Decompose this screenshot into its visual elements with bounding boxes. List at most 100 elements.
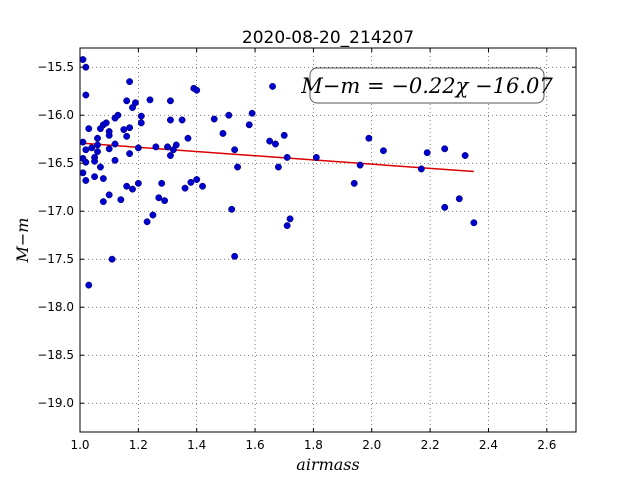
data-point — [79, 169, 87, 177]
x-tick-label: 1.8 — [304, 438, 323, 452]
data-point — [79, 138, 87, 146]
data-point — [143, 218, 151, 226]
data-point — [82, 91, 90, 99]
data-point — [111, 140, 119, 148]
data-point — [266, 137, 274, 145]
data-point — [114, 111, 122, 119]
data-point — [210, 115, 218, 123]
data-point — [155, 194, 163, 202]
data-point — [283, 153, 291, 161]
data-point — [137, 119, 145, 127]
y-tick-label: −17.5 — [37, 252, 74, 266]
data-point — [126, 150, 134, 158]
data-point — [166, 97, 174, 105]
data-point — [82, 177, 90, 184]
data-point — [181, 184, 189, 192]
fit-equation-text: M−m = −0.22χ −16.07 — [300, 74, 553, 98]
data-point — [137, 112, 145, 120]
x-tick-label: 1.0 — [70, 438, 89, 452]
data-point — [123, 97, 131, 105]
data-point — [94, 134, 101, 142]
data-point — [312, 153, 320, 161]
x-tick-label: 2.6 — [537, 438, 556, 452]
data-point — [91, 157, 99, 165]
data-point — [350, 179, 358, 187]
data-point — [248, 109, 256, 117]
data-point — [455, 195, 463, 203]
y-tick-label: −16.5 — [37, 156, 74, 170]
data-point — [99, 198, 107, 206]
data-point — [280, 131, 288, 139]
data-point — [269, 82, 277, 90]
data-point — [91, 173, 99, 181]
plot-frame — [79, 47, 577, 433]
x-tick-label: 1.6 — [246, 438, 265, 452]
data-point — [105, 131, 113, 139]
data-point — [120, 126, 128, 134]
data-point — [146, 96, 154, 104]
data-point — [245, 121, 253, 129]
data-point — [134, 179, 142, 187]
data-point — [161, 197, 169, 205]
data-point — [234, 163, 242, 171]
data-point — [94, 148, 101, 156]
data-point — [286, 215, 294, 223]
data-point — [123, 132, 131, 140]
data-point — [184, 134, 192, 142]
data-point — [461, 152, 469, 159]
data-point — [225, 111, 233, 119]
data-point — [94, 141, 101, 149]
data-point — [193, 176, 201, 183]
data-point — [441, 145, 449, 153]
data-point — [356, 161, 364, 169]
y-tick-label: −16.0 — [37, 108, 74, 122]
data-point — [126, 124, 134, 132]
y-tick-label: −17.0 — [37, 204, 74, 218]
data-point — [129, 185, 136, 193]
data-point — [178, 116, 186, 124]
data-point — [172, 141, 180, 149]
data-point — [96, 163, 104, 171]
data-point — [365, 134, 373, 142]
data-point — [470, 219, 478, 227]
data-point — [228, 205, 236, 213]
y-tick-label: −18.0 — [37, 300, 74, 314]
data-point — [99, 175, 107, 183]
fit-equation-box: M−m = −0.22χ −16.07 — [300, 67, 553, 104]
data-point — [423, 149, 431, 157]
data-point — [272, 140, 279, 148]
x-tick-label: 2.0 — [362, 438, 381, 452]
x-tick-label: 1.4 — [187, 438, 206, 452]
x-tick-label: 2.2 — [421, 438, 440, 452]
data-point — [123, 182, 131, 190]
data-point — [158, 179, 166, 187]
x-axis-ticks: 1.0 1.2 1.4 1.6 1.8 2.0 2.2 2.4 2.6 — [70, 48, 556, 452]
data-point — [117, 196, 125, 204]
data-point — [193, 86, 201, 94]
data-point — [219, 129, 227, 137]
y-tick-label: −15.5 — [37, 60, 74, 74]
data-point — [149, 211, 157, 219]
data-point — [126, 78, 134, 86]
grid — [79, 48, 576, 432]
data-point — [441, 203, 449, 211]
y-tick-label: −18.5 — [37, 348, 74, 362]
data-point — [166, 152, 174, 159]
y-axis-label: M−m — [13, 218, 32, 264]
fit-line-group — [82, 142, 474, 173]
data-point — [283, 222, 291, 230]
data-point — [85, 125, 93, 133]
data-point — [166, 116, 174, 124]
x-tick-label: 2.4 — [479, 438, 498, 452]
data-point — [79, 56, 87, 63]
fit-line — [82, 142, 474, 173]
data-point — [105, 145, 113, 153]
x-tick-label: 1.2 — [129, 438, 148, 452]
data-point — [102, 119, 110, 127]
data-point — [105, 191, 113, 199]
data-point — [199, 182, 206, 190]
data-point — [152, 143, 160, 151]
data-point — [131, 99, 139, 107]
data-point — [85, 281, 93, 289]
